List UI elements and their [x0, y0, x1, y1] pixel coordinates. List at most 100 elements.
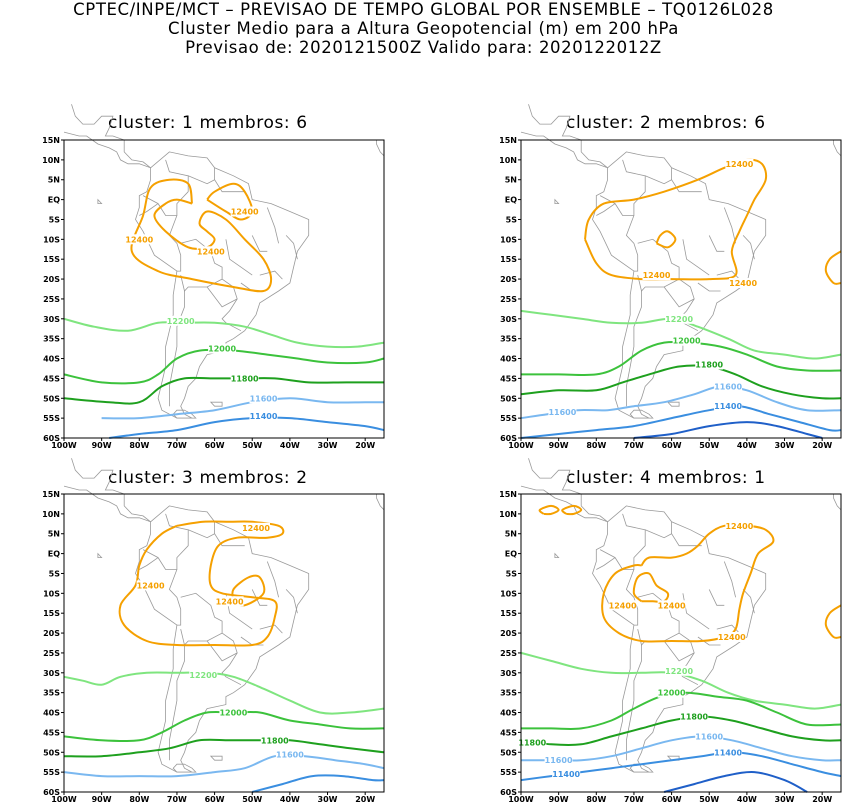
country-border [251, 235, 268, 252]
x-tick-label: 30W [318, 795, 338, 803]
country-border [742, 589, 755, 614]
y-tick-label: 40S [43, 709, 60, 718]
contour-label-12000: 12000 [658, 689, 686, 698]
y-tick-label: 5S [506, 570, 518, 579]
y-tick-label: EQ [48, 550, 60, 559]
x-tick-label: 50W [242, 441, 262, 450]
contour-label-12400: 12400 [643, 271, 671, 280]
contour-label-11800: 11800 [231, 374, 259, 383]
country-border [596, 557, 616, 570]
y-tick-label: 40S [500, 355, 517, 364]
x-tick-label: 30W [775, 795, 795, 803]
y-tick-label: 35S [43, 335, 60, 344]
contour-label-bg [189, 669, 218, 680]
south-america-coastline [135, 151, 310, 419]
contour-label-12000: 12000 [219, 709, 247, 718]
y-tick-label: EQ [505, 196, 517, 205]
forecast-dates: Previsao de: 2020121500Z Valido para: 20… [185, 38, 662, 57]
map-frame [520, 493, 842, 793]
contour-label-12000: 12000 [208, 345, 236, 354]
y-tick-label: 35S [500, 689, 517, 698]
y-tick-label: 15S [43, 255, 60, 264]
contour-label-bg [642, 270, 671, 281]
contour-label-12400: 12400 [725, 160, 753, 169]
y-tick-label: 60S [43, 788, 60, 797]
contour-label-bg [242, 522, 270, 533]
y-tick-label: 30S [500, 669, 517, 678]
contour-label-12400: 12400 [242, 524, 270, 533]
contour-label-bg [695, 731, 724, 742]
contour-label-12400: 12400 [216, 597, 244, 606]
country-border [742, 235, 755, 260]
contour-label-12400: 12400 [125, 235, 153, 244]
y-tick-label: 15N [42, 136, 60, 145]
contour-label-12400: 12400 [197, 247, 225, 256]
y-tick-label: 20S [43, 629, 60, 638]
contour-label-bg [714, 381, 743, 392]
contour-label-bg [249, 393, 278, 404]
contour-12400 [538, 504, 560, 516]
contour-label-bg [695, 359, 724, 370]
y-tick-label: 10N [42, 510, 60, 519]
contour-label-bg [665, 313, 694, 324]
y-tick-label: 50S [43, 748, 60, 757]
contour-label-bg [208, 343, 237, 354]
contour-11400 [520, 405, 842, 439]
contour-label-bg [275, 749, 304, 760]
south-america-coastline [135, 505, 310, 773]
panel-2-title: cluster: 2 membros: 6 [566, 113, 766, 133]
cluster-1-map: 12400 12400 12400 12200 12000 11800 11600 11400… [42, 104, 385, 450]
central-america-coastline [520, 131, 608, 169]
country-border [637, 238, 680, 292]
country-border [206, 632, 238, 662]
country-border [663, 632, 695, 662]
map-frame [520, 139, 842, 439]
contour-label-bg [717, 632, 746, 642]
x-tick-label: 80W [586, 795, 606, 803]
y-tick-label: 60S [500, 434, 517, 443]
subtitle: Cluster Medio para a Altura Geopotencial… [167, 19, 680, 38]
africa-coastline [376, 140, 385, 160]
contour-label-12200: 12200 [665, 667, 693, 676]
y-tick-label: 15N [499, 136, 517, 145]
y-tick-label: EQ [505, 550, 517, 559]
y-tick-label: 50S [500, 748, 517, 757]
y-tick-label: EQ [48, 196, 60, 205]
central-america-coastline [520, 485, 608, 523]
caribbean-coastline [528, 458, 608, 523]
contour-label-bg [714, 747, 743, 758]
contour-12200 [520, 651, 842, 710]
y-tick-label: 10N [499, 510, 517, 519]
y-tick-label: 10S [500, 235, 517, 244]
contour-label-12200: 12200 [167, 317, 195, 326]
country-border [180, 592, 223, 646]
contour-12200 [63, 317, 385, 349]
contour-label-12400: 12400 [718, 633, 746, 642]
y-tick-label: 10S [43, 589, 60, 598]
x-tick-label: 70W [167, 795, 187, 803]
island-outline [629, 409, 654, 419]
contour-label-bg [729, 278, 758, 288]
country-border [625, 215, 639, 272]
contour-label-bg [657, 600, 686, 611]
country-border [626, 291, 642, 407]
contour-label-bg [230, 206, 259, 217]
y-tick-label: 35S [500, 335, 517, 344]
country-border [259, 270, 283, 280]
country-border [188, 521, 216, 539]
y-tick-label: 55S [43, 768, 60, 777]
island-outline [172, 763, 197, 773]
contour-12400 [231, 574, 266, 607]
country-border [645, 521, 673, 539]
contour-label-11400: 11400 [714, 748, 742, 757]
contour-lines: 12400 12400 12400 12200 12000 11800 11600 11400 [63, 178, 385, 439]
contour-11800 [63, 376, 384, 405]
contour-label-bg [548, 407, 577, 418]
y-tick-label: 5S [49, 570, 61, 579]
panel-4-title: cluster: 4 membros: 1 [566, 468, 766, 488]
africa-coastline [833, 140, 842, 160]
contour-label-11600: 11600 [714, 382, 742, 391]
x-tick-label: 30W [318, 441, 338, 450]
contour-label-bg [249, 411, 278, 422]
country-border [716, 624, 740, 634]
